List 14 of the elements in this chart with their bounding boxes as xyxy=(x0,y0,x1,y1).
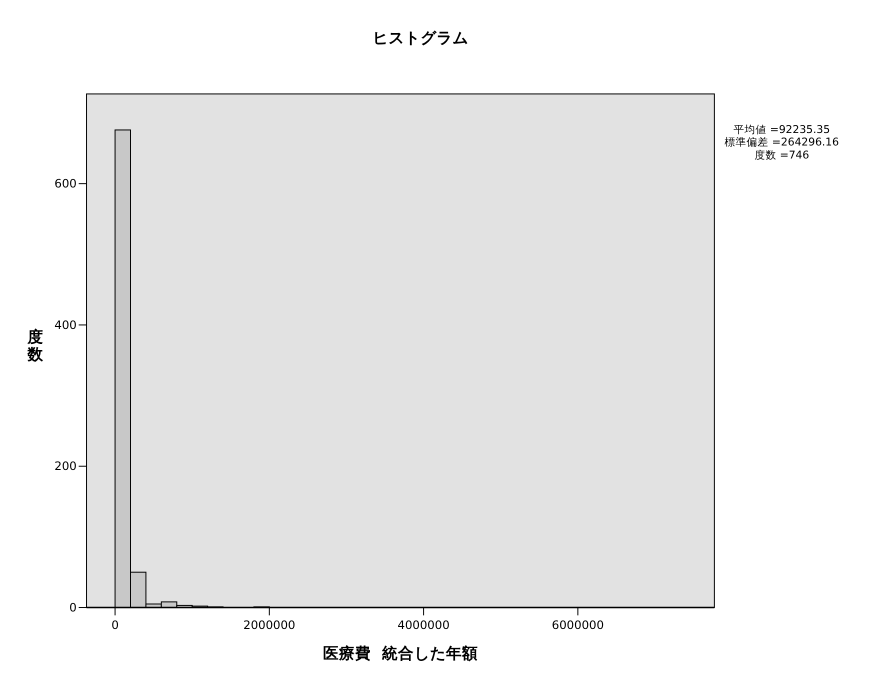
x-axis-title: 医療費 統合した年額 xyxy=(323,644,478,662)
y-axis-title: 度数 xyxy=(26,326,45,364)
x-tick-label: 4000000 xyxy=(398,618,450,632)
text: 標準偏差 =264296.16 xyxy=(724,136,840,149)
y-tick-label: 400 xyxy=(54,318,77,332)
y-tick-label: 200 xyxy=(54,459,77,474)
x-tick-label: 2000000 xyxy=(243,618,296,632)
x-tick-label: 6000000 xyxy=(552,618,604,632)
chart-title: ヒストグラム xyxy=(372,29,468,48)
text: 平均値 =92235.35 xyxy=(733,122,830,136)
y-tick-label: 600 xyxy=(54,176,77,191)
x-tick-label: 0 xyxy=(111,618,119,632)
text: 度数 =746 xyxy=(754,148,810,162)
y-tick-label: 0 xyxy=(69,600,77,614)
